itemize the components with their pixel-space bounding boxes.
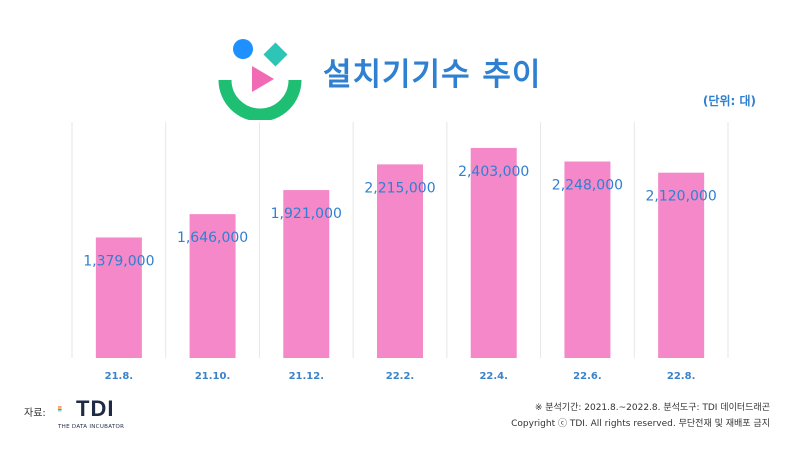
- app-logo: [218, 39, 302, 120]
- chart-title: 설치기기수 추이: [323, 57, 542, 93]
- x-tick-21.12.: 21.12.: [289, 371, 324, 382]
- tdi-logo-mark: [58, 406, 62, 412]
- data-label-21.8.: 1,379,000: [83, 253, 154, 269]
- chart-grid: [71, 122, 729, 358]
- bar-22.4.: [470, 147, 517, 358]
- unit-label: (단위: 대): [702, 94, 756, 108]
- analysis-note: ※ 분석기간: 2021.8.~2022.8. 분석도구: TDI 데이터드래곤: [534, 403, 770, 413]
- data-label-22.2.: 2,215,000: [364, 180, 435, 196]
- data-label-22.6.: 2,248,000: [552, 178, 623, 194]
- bar-22.6.: [564, 161, 611, 358]
- source-label: 자료:: [24, 408, 46, 419]
- bar-22.2.: [377, 164, 423, 358]
- x-tick-22.2.: 22.2.: [386, 371, 414, 382]
- logo-teal-diamond: [263, 42, 288, 67]
- x-tick-22.6.: 22.6.: [573, 371, 601, 382]
- bar-21.8.: [95, 237, 142, 358]
- bar-21.10.: [189, 214, 236, 358]
- data-label-21.12.: 1,921,000: [271, 206, 342, 222]
- chart-bars: [95, 147, 705, 358]
- x-tick-22.8.: 22.8.: [667, 371, 695, 382]
- chart-x-ticks: 21.8. 21.10. 21.12. 22.2. 22.4. 22.6. 22.8.: [105, 371, 696, 382]
- brand-tagline: THE DATA INCUBATOR: [58, 424, 125, 430]
- bar-21.12.: [283, 190, 330, 358]
- brand-name: TDI: [76, 396, 115, 421]
- bar-22.8.: [658, 172, 705, 358]
- chart-data-labels: 1,379,000 1,646,000 1,921,000 2,215,000 2,40…: [83, 164, 717, 270]
- bar-chart: 1,379,000 1,646,000 1,921,000 2,215,000 2,40…: [71, 122, 729, 382]
- x-tick-22.4.: 22.4.: [479, 371, 507, 382]
- data-label-21.10.: 1,646,000: [177, 230, 248, 246]
- copyright-note: Copyright ⓒ TDI. All rights reserved. 무단…: [511, 419, 770, 429]
- logo-pink-triangle: [252, 66, 274, 92]
- data-label-22.4.: 2,403,000: [458, 164, 529, 180]
- logo-green-arc: [218, 79, 302, 120]
- data-label-22.8.: 2,120,000: [646, 189, 717, 205]
- x-tick-21.10.: 21.10.: [195, 371, 230, 382]
- logo-blue-dot: [233, 39, 253, 59]
- x-tick-21.8.: 21.8.: [105, 371, 133, 382]
